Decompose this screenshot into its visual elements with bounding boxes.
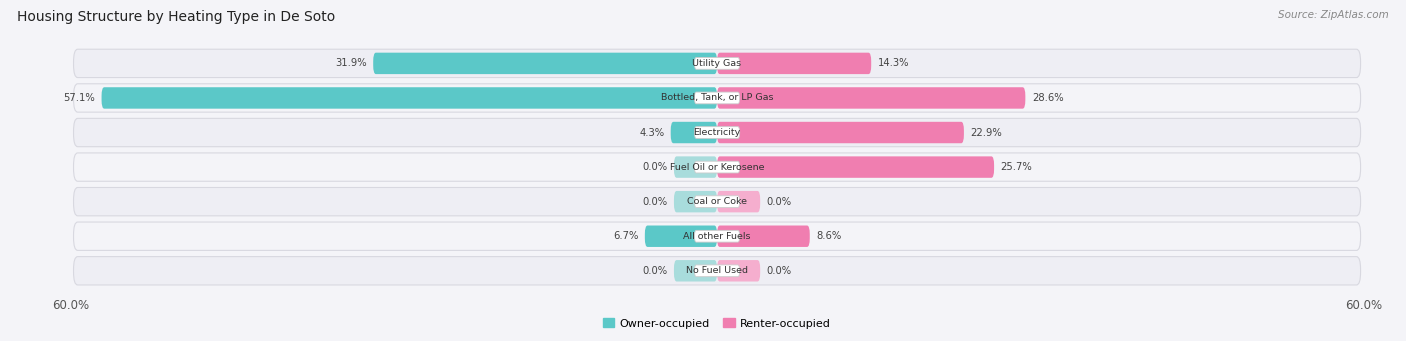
Text: No Fuel Used: No Fuel Used	[686, 266, 748, 275]
FancyBboxPatch shape	[73, 153, 1361, 181]
FancyBboxPatch shape	[717, 260, 761, 282]
FancyBboxPatch shape	[695, 231, 740, 242]
Text: 14.3%: 14.3%	[877, 58, 910, 69]
Text: 8.6%: 8.6%	[817, 231, 841, 241]
Text: Housing Structure by Heating Type in De Soto: Housing Structure by Heating Type in De …	[17, 10, 335, 24]
Text: 28.6%: 28.6%	[1032, 93, 1063, 103]
Text: All other Fuels: All other Fuels	[683, 232, 751, 241]
FancyBboxPatch shape	[673, 191, 717, 212]
FancyBboxPatch shape	[695, 58, 740, 69]
Text: Bottled, Tank, or LP Gas: Bottled, Tank, or LP Gas	[661, 93, 773, 102]
FancyBboxPatch shape	[695, 161, 740, 173]
FancyBboxPatch shape	[717, 122, 965, 143]
FancyBboxPatch shape	[717, 157, 994, 178]
Text: 0.0%: 0.0%	[643, 266, 668, 276]
FancyBboxPatch shape	[373, 53, 717, 74]
Text: 25.7%: 25.7%	[1001, 162, 1032, 172]
Legend: Owner-occupied, Renter-occupied: Owner-occupied, Renter-occupied	[599, 314, 835, 333]
FancyBboxPatch shape	[717, 225, 810, 247]
FancyBboxPatch shape	[73, 118, 1361, 147]
Text: 0.0%: 0.0%	[643, 162, 668, 172]
Text: 22.9%: 22.9%	[970, 128, 1002, 137]
FancyBboxPatch shape	[717, 87, 1025, 109]
FancyBboxPatch shape	[695, 92, 740, 104]
FancyBboxPatch shape	[73, 257, 1361, 285]
FancyBboxPatch shape	[73, 222, 1361, 250]
Text: Coal or Coke: Coal or Coke	[688, 197, 747, 206]
FancyBboxPatch shape	[717, 191, 761, 212]
FancyBboxPatch shape	[695, 196, 740, 208]
Text: 0.0%: 0.0%	[643, 197, 668, 207]
Text: 0.0%: 0.0%	[766, 197, 792, 207]
FancyBboxPatch shape	[717, 53, 872, 74]
Text: Electricity: Electricity	[693, 128, 741, 137]
Text: 31.9%: 31.9%	[335, 58, 367, 69]
FancyBboxPatch shape	[73, 84, 1361, 112]
FancyBboxPatch shape	[73, 49, 1361, 77]
FancyBboxPatch shape	[101, 87, 717, 109]
Text: Fuel Oil or Kerosene: Fuel Oil or Kerosene	[669, 163, 765, 172]
FancyBboxPatch shape	[671, 122, 717, 143]
FancyBboxPatch shape	[673, 157, 717, 178]
FancyBboxPatch shape	[695, 127, 740, 138]
Text: 6.7%: 6.7%	[613, 231, 638, 241]
Text: 57.1%: 57.1%	[63, 93, 96, 103]
FancyBboxPatch shape	[673, 260, 717, 282]
FancyBboxPatch shape	[695, 265, 740, 277]
Text: 0.0%: 0.0%	[766, 266, 792, 276]
Text: Utility Gas: Utility Gas	[693, 59, 741, 68]
Text: 4.3%: 4.3%	[640, 128, 664, 137]
Text: Source: ZipAtlas.com: Source: ZipAtlas.com	[1278, 10, 1389, 20]
FancyBboxPatch shape	[645, 225, 717, 247]
FancyBboxPatch shape	[73, 188, 1361, 216]
